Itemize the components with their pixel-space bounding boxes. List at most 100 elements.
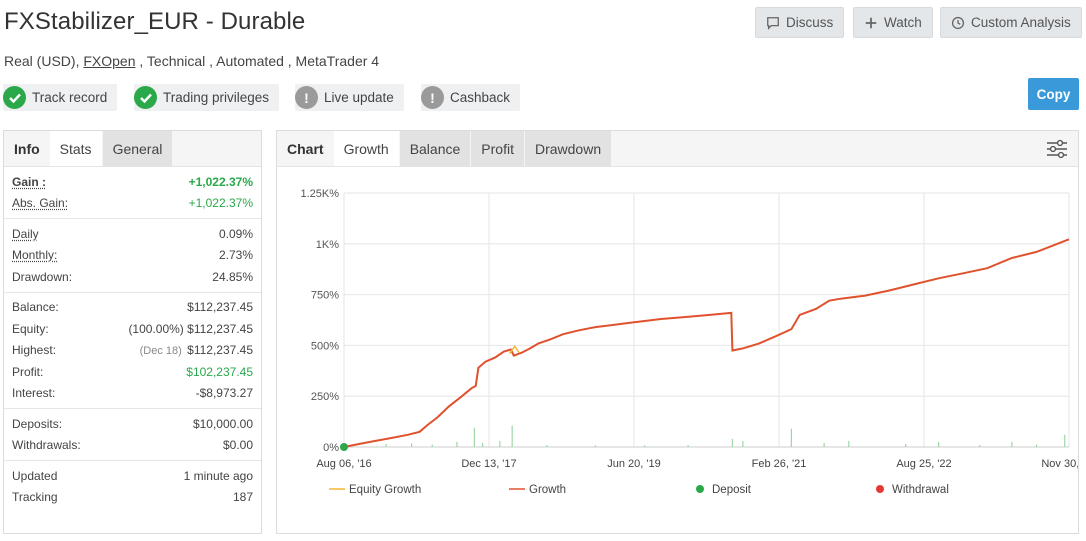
copy-button[interactable]: Copy [1028,78,1079,110]
deposits-value: $10,000.00 [192,416,253,431]
highest-amount: $112,237.45 [187,343,253,358]
equity-label: Equity: [12,321,49,336]
exclamation-icon: ! [421,86,444,109]
badge-label: Track record [32,90,108,105]
deposit-marker [340,443,348,451]
equity-amount: $112,237.45 [187,321,253,336]
profit-bar [511,425,513,447]
chart-tabs: Chart Growth Balance Profit Drawdown [277,131,1078,167]
profit-bar [1035,444,1038,447]
equity-value: (100.00%) $112,237.45 [128,322,253,336]
profit-bar [594,445,596,447]
account-subtitle: Real (USD), FXOpen , Technical , Automat… [4,53,379,69]
profit-bar [410,443,413,447]
deposit-group: Deposits: $10,000.00 Withdrawals: $0.00 [4,409,261,461]
tab-balance[interactable]: Balance [399,131,471,166]
deposits-label: Deposits: [12,416,63,431]
rate-group: Daily 0.09% Monthly: 2.73% Drawdown: 24.… [4,219,261,293]
profit-label: Profit: [12,364,44,379]
discuss-label: Discuss [786,15,834,30]
profit-bar [546,444,548,447]
profit-bar [687,444,689,447]
y-tick-label: 0% [323,442,339,454]
y-tick-label: 250% [311,391,339,403]
gain-value: +1,022.37% [188,174,253,189]
profit-bar [1011,441,1013,447]
profit-bar [456,441,458,447]
tab-drawdown[interactable]: Drawdown [524,131,612,166]
profit-bar [905,443,907,447]
broker-link[interactable]: FXOpen [83,53,136,69]
profit-bar [482,442,484,447]
badge-cashback: ! Cashback [421,84,521,111]
tab-growth[interactable]: Growth [333,131,399,166]
x-tick-label: Dec 13, '17 [461,458,516,470]
profit-bar [431,444,433,447]
check-icon [134,86,157,109]
interest-value: -$8,973.27 [195,386,253,401]
highest-date: (Dec 18) [139,345,182,358]
withdrawals-value: $0.00 [222,438,253,453]
legend-withdrawal-swatch [876,485,884,493]
drawdown-label: Drawdown: [12,269,73,284]
daily-value: 0.09% [218,226,253,241]
gain-group: Gain : +1,022.37% Abs. Gain: +1,022.37% [4,167,261,219]
watch-button[interactable]: Watch [853,7,933,38]
withdrawals-label: Withdrawals: [12,438,81,453]
tab-info[interactable]: Info [14,140,40,157]
balance-label: Balance: [12,300,59,315]
legend-deposit-swatch [696,485,704,493]
profit-bar [644,445,646,447]
highest-value: (Dec 18) $112,237.45 [140,343,253,357]
discuss-button[interactable]: Discuss [755,7,845,38]
stat-row-gain: Gain : +1,022.37% [12,171,253,193]
legend-deposit: Deposit [712,484,752,496]
drawdown-value: 24.85% [212,269,253,284]
update-group: Updated 1 minute ago Tracking 187 [4,461,261,512]
custom-analysis-label: Custom Analysis [971,15,1071,30]
gain-label[interactable]: Gain : [12,174,47,189]
stat-row-drawdown: Drawdown: 24.85% [12,266,253,288]
chart-panel: Chart Growth Balance Profit Drawdown 0% 2… [276,130,1079,534]
tab-chart[interactable]: Chart [287,140,324,157]
stat-row-deposits: Deposits: $10,000.00 [12,413,253,435]
chart-settings-icon[interactable] [1046,138,1068,160]
stat-row-abs-gain: Abs. Gain: +1,022.37% [12,193,253,215]
equity-growth-line [508,345,520,354]
profit-bar [790,428,792,447]
stat-row-highest: Highest: (Dec 18) $112,237.45 [12,340,253,362]
growth-line [343,238,1070,448]
stat-row-tracking: Tracking 187 [12,487,253,509]
stats-tabs: Info Stats General [4,131,261,167]
monthly-value: 2.73% [218,248,253,263]
tab-profit[interactable]: Profit [471,131,524,166]
y-tick-label: 750% [311,290,339,302]
tracking-value: 187 [232,490,253,505]
tab-general[interactable]: General [102,131,173,166]
account-type: Real (USD), [4,53,84,69]
page-title: FXStabilizer_EUR - Durable [4,8,306,35]
plus-icon [865,17,877,28]
profit-bar [1064,434,1066,447]
growth-chart[interactable]: 0% 250% 500% 750% 1K% 1.25K% Aug 06, '16 Dec 13… [277,167,1078,533]
abs-gain-label[interactable]: Abs. Gain: [12,196,69,211]
updated-label: Updated [12,468,58,483]
x-tick-label: Jun 20, '19 [607,458,660,470]
daily-label[interactable]: Daily [12,226,39,241]
custom-analysis-button[interactable]: Custom Analysis [940,7,1082,38]
stat-row-withdrawals: Withdrawals: $0.00 [12,435,253,457]
profit-value: $102,237.45 [186,364,253,379]
badge-label: Live update [324,90,394,105]
stat-row-profit: Profit: $102,237.45 [12,361,253,383]
updated-value: 1 minute ago [183,468,253,483]
interest-label: Interest: [12,386,56,401]
profit-bar [385,443,387,447]
abs-gain-value: +1,022.37% [188,196,253,211]
monthly-label[interactable]: Monthly: [12,248,58,263]
balance-value: $112,237.45 [187,300,253,315]
badge-track-record: Track record [3,84,118,111]
stat-row-updated: Updated 1 minute ago [12,465,253,487]
legend-equity-growth: Equity Growth [349,484,421,496]
exclamation-icon: ! [295,86,318,109]
tab-stats[interactable]: Stats [49,131,102,166]
